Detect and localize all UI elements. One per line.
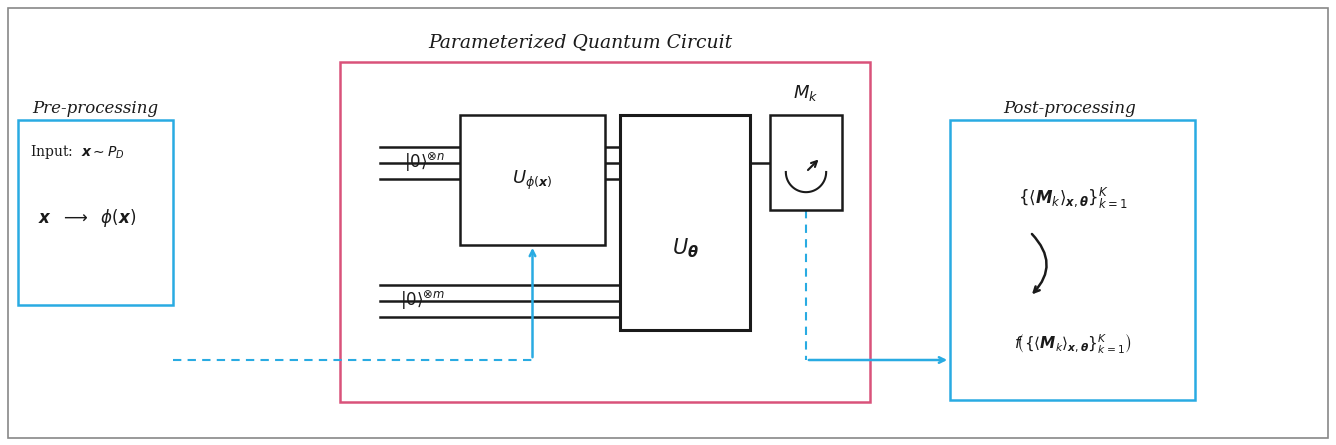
Bar: [950, 120, 1194, 400]
Bar: [17, 120, 172, 305]
Text: Parameterized Quantum Circuit: Parameterized Quantum Circuit: [428, 33, 732, 51]
Bar: [460, 115, 605, 245]
Text: Post-processing: Post-processing: [1003, 100, 1137, 117]
Bar: [620, 115, 749, 330]
Text: $\left\{\langle \boldsymbol{M}_k\rangle_{\boldsymbol{x},\boldsymbol{\theta}}\rig: $\left\{\langle \boldsymbol{M}_k\rangle_…: [1018, 186, 1128, 211]
Text: $M_k$: $M_k$: [794, 83, 819, 103]
Text: $|0\rangle^{\otimes m}$: $|0\rangle^{\otimes m}$: [399, 289, 445, 312]
Text: $f\!\left(\left\{\langle \boldsymbol{M}_k\rangle_{\boldsymbol{x},\boldsymbol{\th: $f\!\left(\left\{\langle \boldsymbol{M}_…: [1014, 332, 1132, 356]
Text: Pre-processing: Pre-processing: [32, 100, 158, 117]
Bar: [339, 62, 870, 402]
Text: $U_{\boldsymbol{\theta}}$: $U_{\boldsymbol{\theta}}$: [672, 236, 699, 260]
Bar: [770, 115, 842, 210]
Text: $U_{\phi(\boldsymbol{x})}$: $U_{\phi(\boldsymbol{x})}$: [512, 168, 553, 192]
Text: $|0\rangle^{\otimes n}$: $|0\rangle^{\otimes n}$: [403, 151, 445, 174]
Text: Input:  $\boldsymbol{x} \sim P_D$: Input: $\boldsymbol{x} \sim P_D$: [29, 143, 124, 161]
Text: $\boldsymbol{x}$  $\longrightarrow$  $\phi(\boldsymbol{x})$: $\boldsymbol{x}$ $\longrightarrow$ $\phi…: [37, 207, 136, 229]
